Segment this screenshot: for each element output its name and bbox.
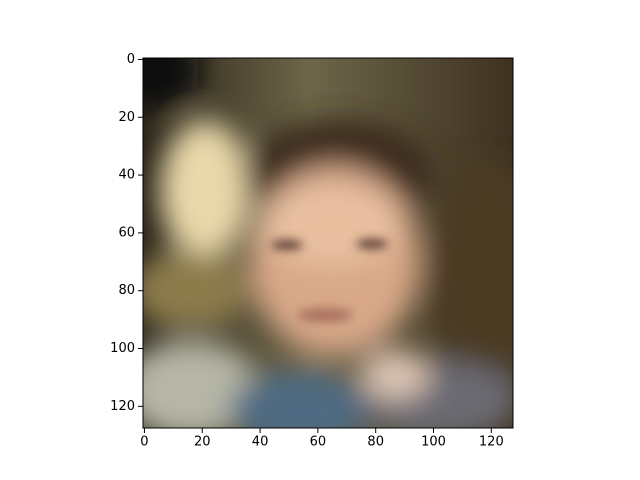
y-tick-label: 40 [118, 168, 135, 183]
x-tick-label: 100 [421, 435, 446, 450]
x-tick-label: 60 [310, 435, 327, 450]
y-tick-label: 80 [118, 283, 135, 298]
axes-frame [142, 57, 514, 429]
x-tick-label: 40 [252, 435, 269, 450]
y-tick-label: 120 [110, 399, 135, 414]
image [143, 58, 513, 428]
x-tick-label: 120 [479, 435, 504, 450]
y-tick-label: 0 [127, 52, 135, 67]
x-tick-label: 0 [140, 435, 148, 450]
x-tick-label: 20 [194, 435, 211, 450]
y-tick-label: 20 [118, 110, 135, 125]
y-tick-label: 100 [110, 341, 135, 356]
x-tick-label: 80 [367, 435, 384, 450]
y-tick-label: 60 [118, 225, 135, 240]
